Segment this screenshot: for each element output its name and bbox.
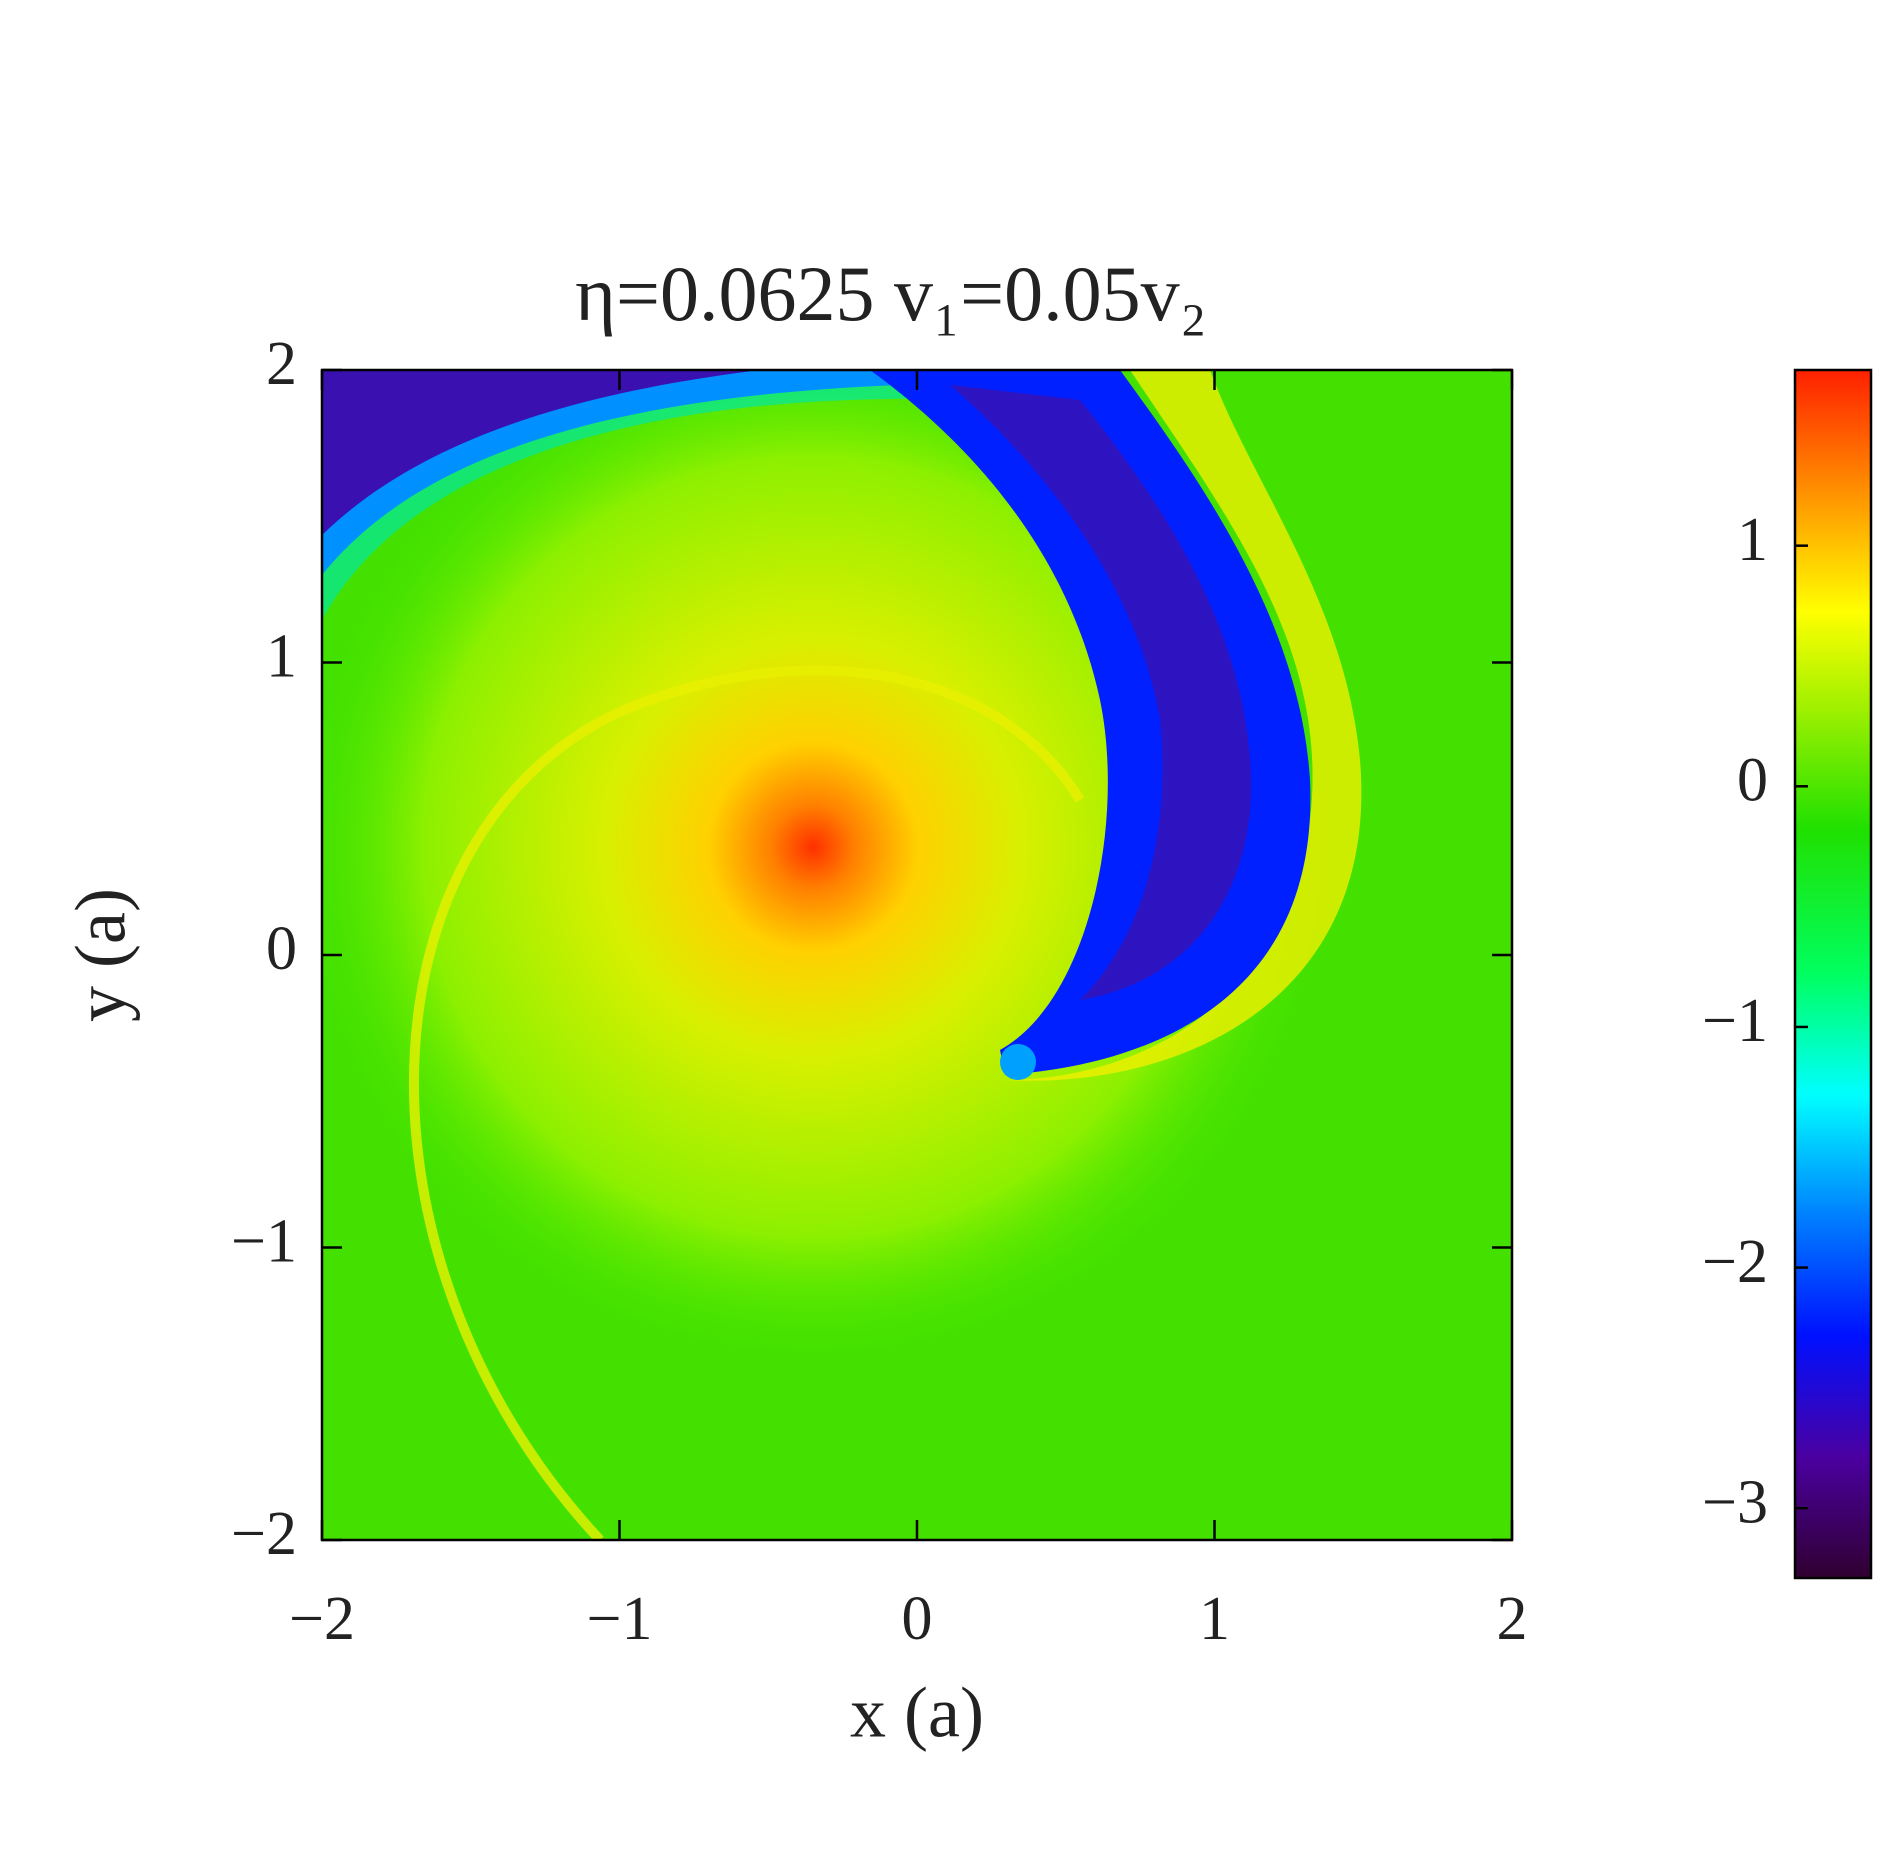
y-tick-label: −2 bbox=[231, 1500, 297, 1568]
x-axis-label: x (a) bbox=[850, 1673, 984, 1753]
colorbar-tick-label: −1 bbox=[1702, 987, 1768, 1055]
colorbar-tick-label: −2 bbox=[1702, 1228, 1768, 1296]
y-tick-label: −1 bbox=[231, 1208, 297, 1276]
colorbar bbox=[1793, 368, 1873, 1580]
x-tick-label: 2 bbox=[1497, 1585, 1528, 1653]
y-tick-label: 2 bbox=[266, 330, 297, 398]
x-tick-label: −2 bbox=[289, 1585, 355, 1653]
x-tick-label: 0 bbox=[902, 1585, 933, 1653]
x-tick-label: −1 bbox=[587, 1585, 653, 1653]
y-tick-label: 0 bbox=[266, 915, 297, 983]
y-tick-label: 1 bbox=[266, 623, 297, 691]
colorbar-tick-label: 0 bbox=[1737, 747, 1768, 815]
colorbar-tick-label: 1 bbox=[1737, 506, 1768, 574]
x-tick-label: 1 bbox=[1199, 1585, 1230, 1653]
heatmap-field bbox=[322, 370, 1512, 1540]
y-axis-label: y (a) bbox=[61, 888, 141, 1022]
chart-title: η=0.0625 v₁=0.05v₂ bbox=[575, 250, 1207, 337]
colorbar-tick-label: −3 bbox=[1702, 1468, 1768, 1536]
